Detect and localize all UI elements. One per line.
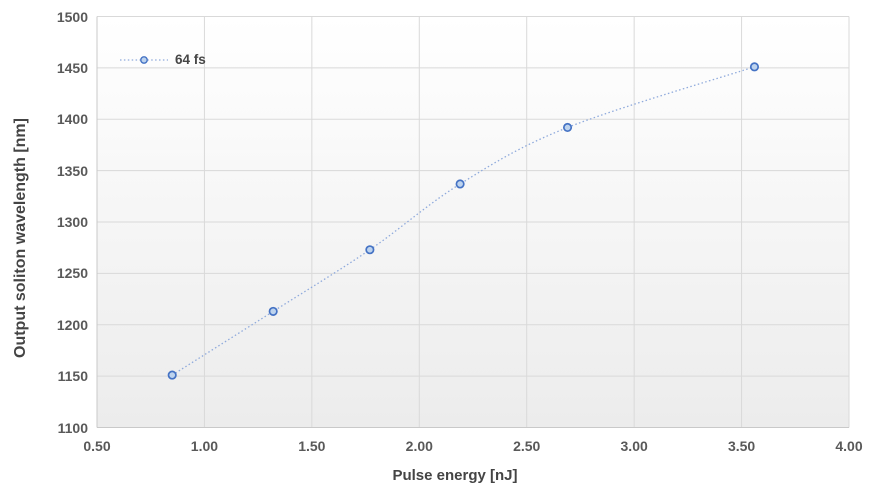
y-tick-label: 1400 — [56, 111, 88, 128]
x-tick-label: 3.00 — [620, 438, 648, 454]
x-tick-label: 2.50 — [513, 438, 541, 454]
y-tick-label: 1100 — [57, 419, 88, 436]
x-tick-label: 1.00 — [190, 438, 219, 454]
data-point-marker — [268, 306, 278, 316]
x-tick-label: 1.50 — [298, 438, 326, 454]
x-tick-label: 4.00 — [835, 438, 863, 454]
y-tick-label: 1300 — [56, 214, 88, 230]
y-tick-label: 1200 — [56, 316, 88, 333]
y-tick-label: 1500 — [56, 8, 88, 25]
x-axis-title: Pulse energy [nJ] — [392, 467, 518, 484]
data-point-marker — [562, 122, 573, 133]
data-point-marker — [167, 370, 177, 380]
data-point-marker — [749, 62, 760, 72]
legend-marker-icon — [120, 55, 168, 64]
y-tick-label: 1150 — [57, 368, 88, 385]
x-tick-label: 0.50 — [83, 438, 111, 454]
x-tick-label: 3.50 — [727, 438, 756, 454]
y-axis-title: Output soliton wavelength [nm] — [12, 118, 29, 358]
y-tick-label: 1250 — [56, 265, 88, 282]
y-tick-label: 1450 — [56, 59, 88, 76]
y-tick-label: 1350 — [56, 162, 88, 179]
data-point-marker — [455, 179, 465, 189]
data-point-marker — [365, 245, 375, 255]
legend: 64 fs — [119, 52, 206, 67]
x-tick-label: 2.00 — [405, 438, 433, 454]
legend-label: 64 fs — [175, 52, 206, 67]
